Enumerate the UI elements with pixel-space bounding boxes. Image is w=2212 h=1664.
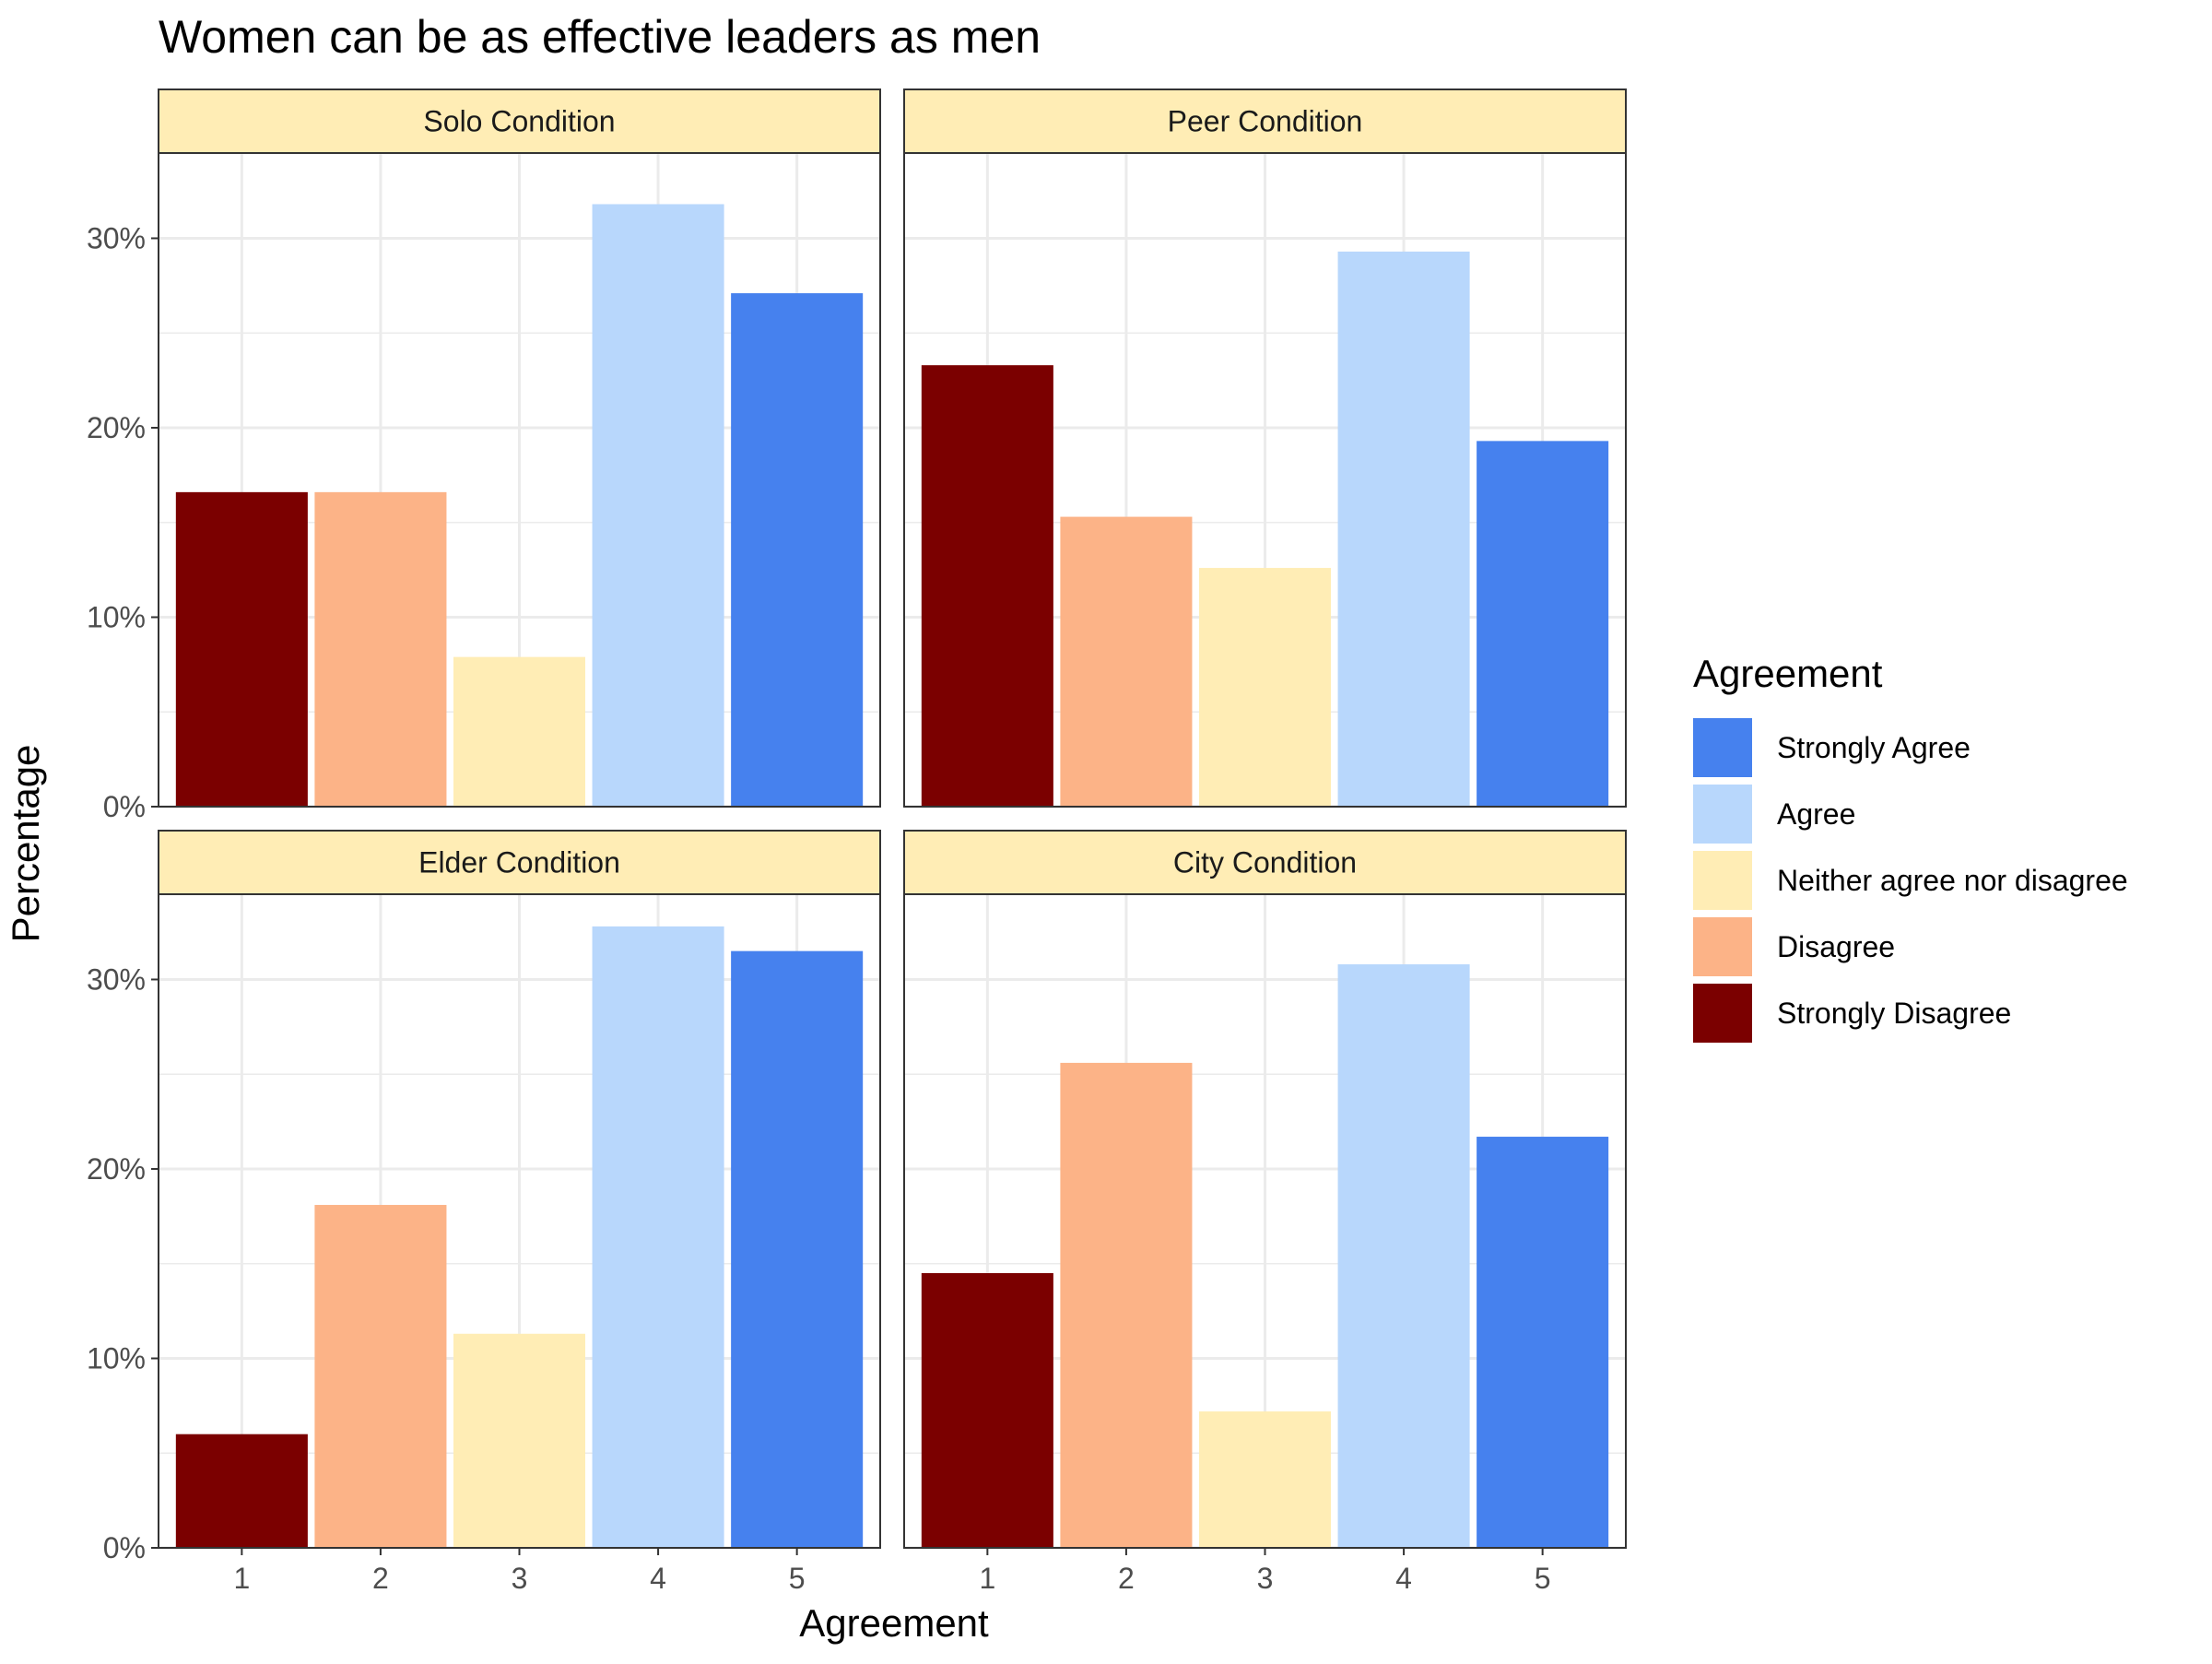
x-tick-label: 3 bbox=[512, 1562, 528, 1595]
panel-2: Elder Condition 0% 10% 20% 30% 1 2 3 4 5 bbox=[87, 830, 881, 1595]
legend-key-3 bbox=[1693, 917, 1752, 976]
bar-0-2 bbox=[314, 491, 447, 807]
bar-3-2 bbox=[1060, 1062, 1193, 1548]
y-tick-label: 0% bbox=[103, 790, 146, 823]
y-tick-label: 10% bbox=[87, 1341, 146, 1375]
panel-strip-label: City Condition bbox=[1173, 846, 1357, 879]
bar-3-5 bbox=[1477, 1137, 1609, 1548]
panel-strip-label: Solo Condition bbox=[423, 105, 615, 138]
x-tick-label: 5 bbox=[1535, 1562, 1551, 1595]
bar-2-5 bbox=[731, 950, 864, 1548]
legend: Agreement Strongly Agree Agree Neither agr… bbox=[1693, 652, 2128, 1043]
bar-0-5 bbox=[731, 293, 864, 808]
y-tick-label: 30% bbox=[87, 221, 146, 254]
bar-1-4 bbox=[1337, 251, 1470, 807]
y-tick-label: 20% bbox=[87, 1152, 146, 1186]
panel-1: Peer Condition bbox=[903, 89, 1627, 808]
legend-label-0: Strongly Agree bbox=[1777, 731, 1971, 764]
bar-3-4 bbox=[1337, 964, 1470, 1548]
panel-strip bbox=[158, 830, 881, 895]
panel-0: Solo Condition 0% 10% 20% 30% bbox=[87, 89, 881, 823]
bar-2-4 bbox=[592, 926, 724, 1548]
bar-0-4 bbox=[592, 204, 724, 808]
bar-1-2 bbox=[1060, 516, 1193, 807]
legend-label-1: Agree bbox=[1777, 797, 1855, 831]
legend-title: Agreement bbox=[1693, 652, 1883, 695]
y-axis-title: Percentage bbox=[4, 745, 47, 943]
panel-strip bbox=[903, 89, 1627, 154]
x-tick-label: 4 bbox=[650, 1562, 666, 1595]
chart-title: Women can be as effective leaders as men bbox=[159, 11, 1041, 63]
y-tick-label: 0% bbox=[103, 1531, 146, 1564]
y-tick-label: 10% bbox=[87, 600, 146, 633]
x-tick-label: 2 bbox=[1118, 1562, 1135, 1595]
bar-1-1 bbox=[921, 365, 1053, 807]
bar-2-2 bbox=[314, 1205, 447, 1548]
legend-label-2: Neither agree nor disagree bbox=[1777, 864, 2128, 897]
bar-3-3 bbox=[1198, 1411, 1332, 1548]
legend-label-4: Strongly Disagree bbox=[1777, 997, 2011, 1030]
x-tick-label: 2 bbox=[372, 1562, 389, 1595]
bar-2-3 bbox=[453, 1333, 586, 1548]
y-tick-label: 30% bbox=[87, 962, 146, 996]
panel-strip bbox=[158, 89, 881, 154]
legend-key-0 bbox=[1693, 718, 1752, 777]
bar-2-1 bbox=[175, 1434, 308, 1548]
x-tick-label: 1 bbox=[979, 1562, 995, 1595]
panel-strip-label: Peer Condition bbox=[1168, 105, 1363, 138]
panel-strip-label: Elder Condition bbox=[418, 846, 620, 879]
legend-key-1 bbox=[1693, 785, 1752, 844]
bar-1-5 bbox=[1477, 441, 1609, 807]
x-axis-title: Agreement bbox=[799, 1601, 989, 1645]
bar-3-1 bbox=[921, 1273, 1053, 1548]
x-tick-label: 5 bbox=[789, 1562, 806, 1595]
bar-0-3 bbox=[453, 656, 586, 807]
y-tick-label: 20% bbox=[87, 411, 146, 444]
panel-3: City Condition 1 2 3 4 5 bbox=[903, 830, 1627, 1595]
legend-key-4 bbox=[1693, 984, 1752, 1043]
legend-key-2 bbox=[1693, 851, 1752, 910]
x-tick-label: 3 bbox=[1257, 1562, 1274, 1595]
x-tick-label: 4 bbox=[1395, 1562, 1412, 1595]
x-tick-label: 1 bbox=[233, 1562, 250, 1595]
legend-label-3: Disagree bbox=[1777, 930, 1895, 963]
panel-strip bbox=[903, 830, 1627, 895]
bar-0-1 bbox=[175, 491, 308, 807]
bar-1-3 bbox=[1198, 568, 1332, 807]
